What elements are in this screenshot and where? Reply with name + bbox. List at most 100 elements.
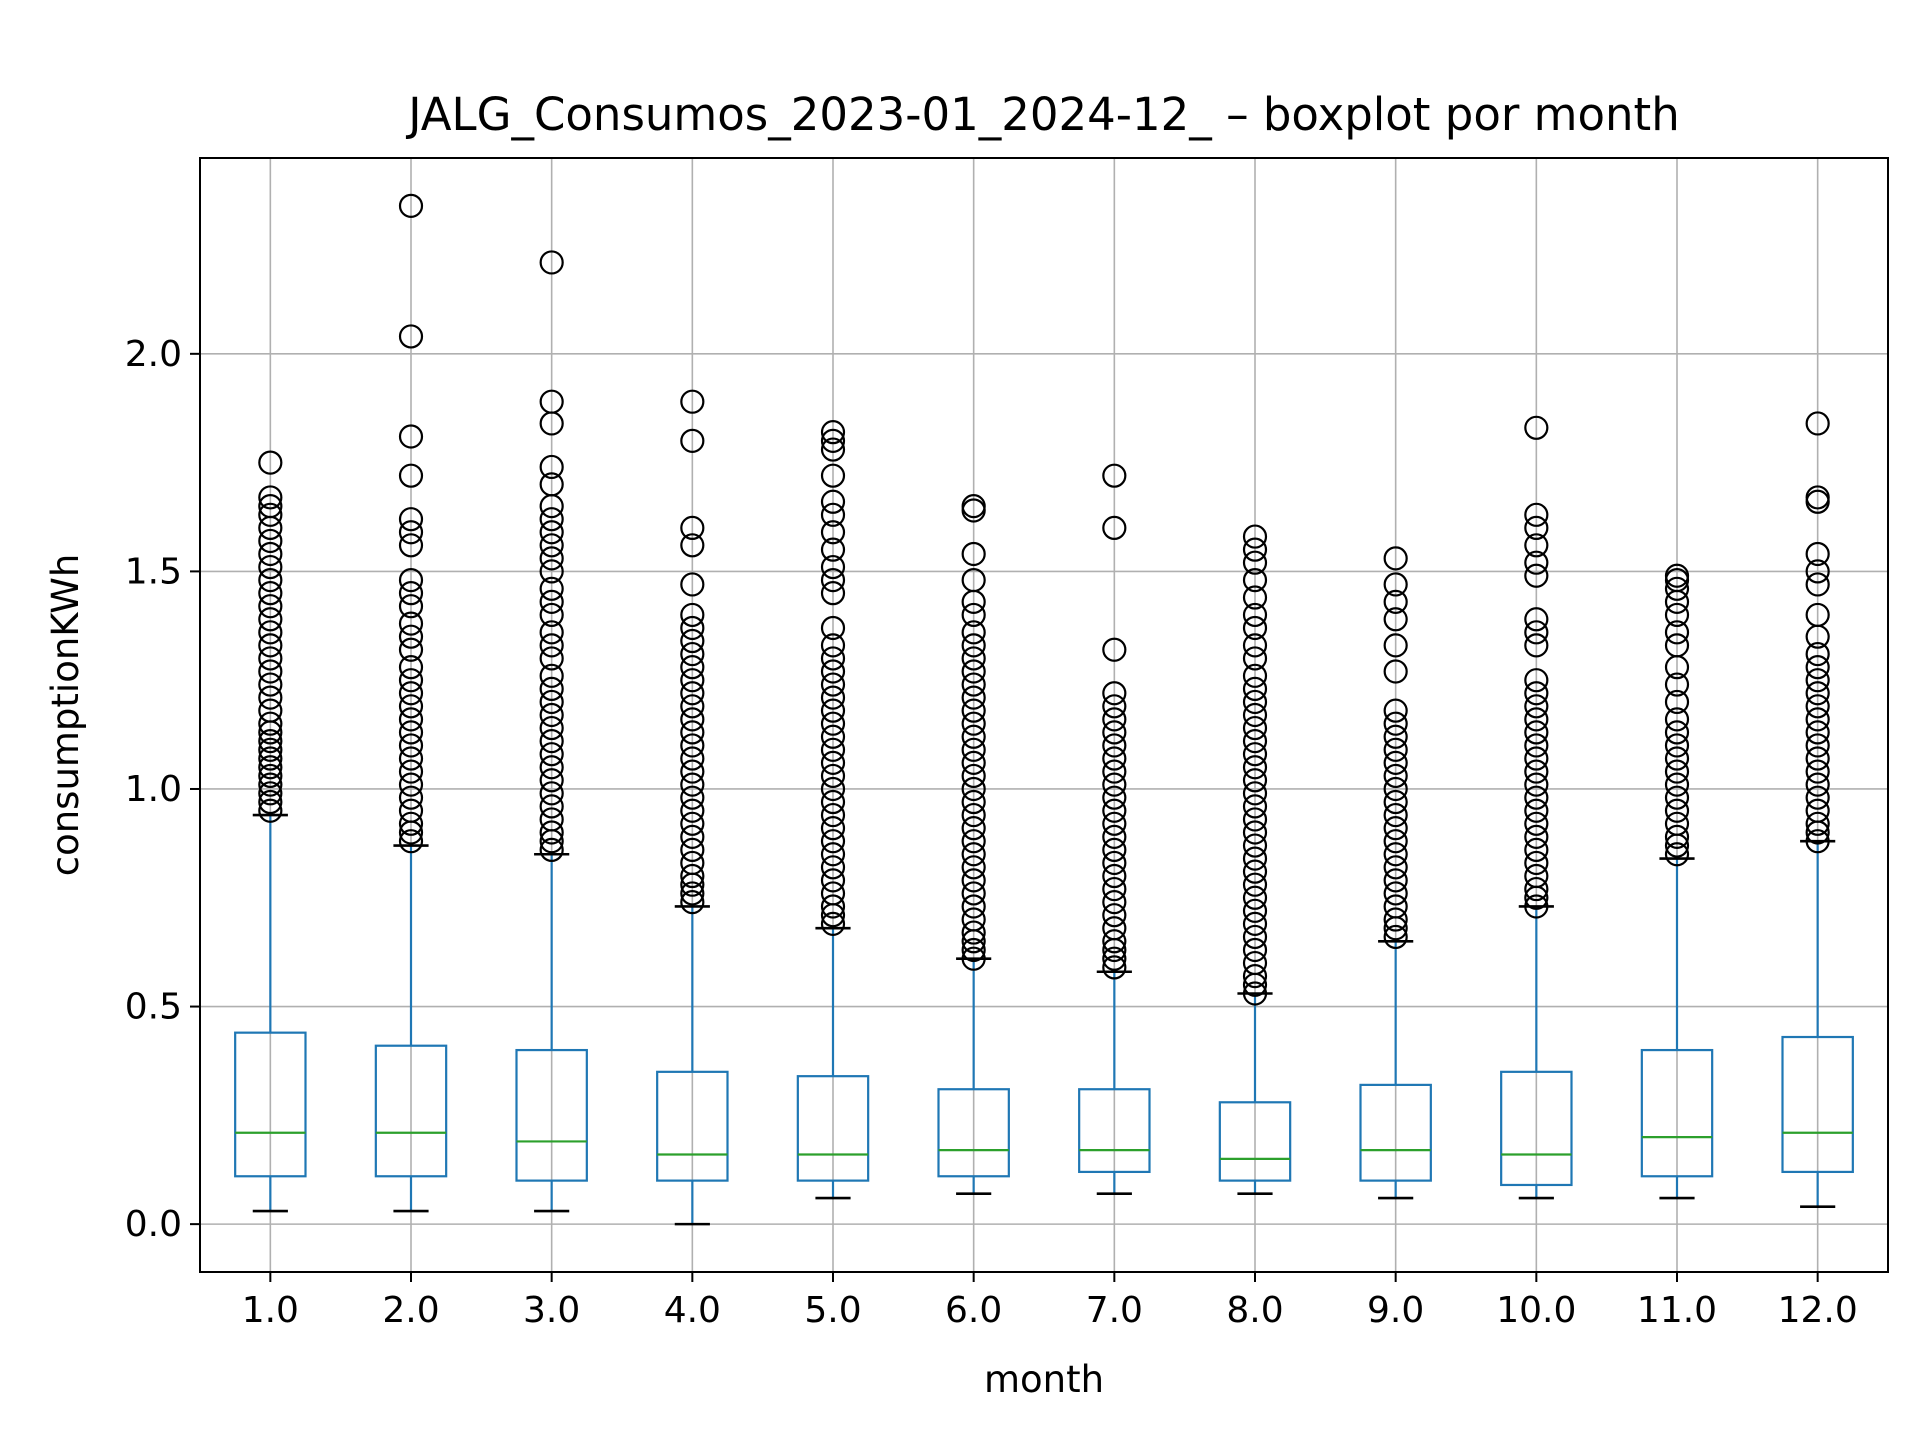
outlier-point xyxy=(1102,811,1127,836)
outlier-point xyxy=(1805,733,1830,758)
iqr-box xyxy=(1359,1083,1432,1182)
outlier-point xyxy=(1664,689,1690,715)
outlier-point xyxy=(398,746,424,771)
outlier-point xyxy=(680,572,705,597)
outlier-point xyxy=(680,602,705,628)
outlier-point xyxy=(258,659,283,684)
grid xyxy=(200,158,1888,1272)
outlier-point xyxy=(961,724,986,749)
outlier-point xyxy=(1524,785,1549,810)
outlier-point xyxy=(1242,524,1268,549)
outlier-point xyxy=(1383,737,1408,762)
outlier-point xyxy=(680,641,705,667)
outlier-point xyxy=(1805,411,1830,436)
outlier-point xyxy=(961,737,986,762)
outlier-point xyxy=(1805,572,1830,597)
outlier-point xyxy=(258,772,283,797)
outlier-point xyxy=(1242,729,1268,754)
outlier-point xyxy=(398,624,424,649)
outlier-point xyxy=(680,890,705,915)
outlier-point xyxy=(1242,781,1268,806)
outlier-point xyxy=(1383,789,1408,815)
x-tick-label: 2.0 xyxy=(382,1290,439,1331)
outlier-point xyxy=(1102,637,1127,662)
outlier-point xyxy=(820,868,846,893)
outlier-point xyxy=(258,541,283,567)
outlier-point xyxy=(1102,863,1127,889)
outlier-point xyxy=(820,554,846,580)
x-ticks: 1.0 2.0 3.0 4.0 5.0 6.0 7.0 8.0 9.0 10.0 11.0 12.0 xyxy=(242,1272,1858,1331)
outlier-point xyxy=(1805,655,1830,680)
iqr-box xyxy=(374,1044,448,1178)
iqr-box xyxy=(234,1031,307,1178)
outlier-point xyxy=(961,829,986,854)
outlier-point xyxy=(1664,759,1690,784)
outlier-point xyxy=(1102,837,1127,862)
outlier-point xyxy=(820,789,846,815)
outlier-point xyxy=(1242,602,1268,628)
outlier-point xyxy=(961,802,986,828)
outlier-point xyxy=(1805,720,1830,745)
outlier-point xyxy=(1102,946,1127,971)
outlier-point xyxy=(1805,668,1830,693)
outlier-point xyxy=(398,694,424,719)
outlier-point xyxy=(820,881,846,906)
outlier-point xyxy=(1524,502,1549,527)
box-group-7.0 xyxy=(1078,463,1151,1195)
outlier-point xyxy=(1524,850,1549,876)
outlier-point xyxy=(398,594,424,619)
outlier-point xyxy=(961,711,986,736)
outlier-point xyxy=(680,628,705,654)
outlier-point xyxy=(820,776,846,802)
outlier-point xyxy=(258,798,283,823)
outlier-point xyxy=(820,698,846,723)
outlier-point xyxy=(1805,485,1830,510)
outlier-point xyxy=(680,863,705,889)
outlier-point xyxy=(961,646,986,671)
outlier-point xyxy=(1805,829,1830,854)
outlier-point xyxy=(820,816,846,841)
outlier-point xyxy=(961,842,986,867)
outlier-point xyxy=(961,494,986,519)
outlier-point xyxy=(1383,724,1408,749)
y-tick-label: 1.0 xyxy=(125,769,182,810)
outlier-point xyxy=(539,633,564,658)
outlier-point xyxy=(961,659,986,684)
outlier-point xyxy=(680,515,705,540)
outlier-point xyxy=(539,837,564,862)
outlier-point xyxy=(680,681,705,706)
outlier-point xyxy=(1805,772,1830,797)
outlier-point xyxy=(398,785,424,810)
x-tick-label: 3.0 xyxy=(523,1290,580,1331)
outlier-point xyxy=(1664,576,1690,601)
outlier-point xyxy=(1524,668,1549,693)
box-group-9.0 xyxy=(1359,546,1432,1200)
outlier-point xyxy=(961,685,986,710)
outlier-point xyxy=(1524,863,1549,889)
outlier-point xyxy=(820,737,846,762)
outlier-point xyxy=(1664,746,1690,771)
outlier-point xyxy=(1102,785,1127,810)
iqr-box xyxy=(656,1070,729,1182)
outlier-point xyxy=(1242,794,1268,819)
outlier-point xyxy=(398,520,424,545)
outlier-point xyxy=(258,755,283,780)
iqr-box xyxy=(937,1088,1010,1178)
outlier-point xyxy=(398,324,424,349)
outlier-point xyxy=(1242,676,1268,701)
outlier-point xyxy=(1242,550,1268,575)
outlier-point xyxy=(539,559,564,584)
outlier-point xyxy=(539,520,564,545)
outlier-point xyxy=(1524,720,1549,745)
outlier-point xyxy=(1805,798,1830,823)
outlier-point xyxy=(1242,768,1268,793)
outlier-point xyxy=(258,528,283,554)
outlier-point xyxy=(820,633,846,658)
outlier-point xyxy=(1383,607,1408,632)
outlier-point xyxy=(1524,694,1549,719)
outlier-point xyxy=(1524,746,1549,771)
outlier-point xyxy=(1383,776,1408,802)
outlier-point xyxy=(1805,694,1830,719)
outlier-point xyxy=(820,537,846,562)
outlier-point xyxy=(258,763,283,789)
